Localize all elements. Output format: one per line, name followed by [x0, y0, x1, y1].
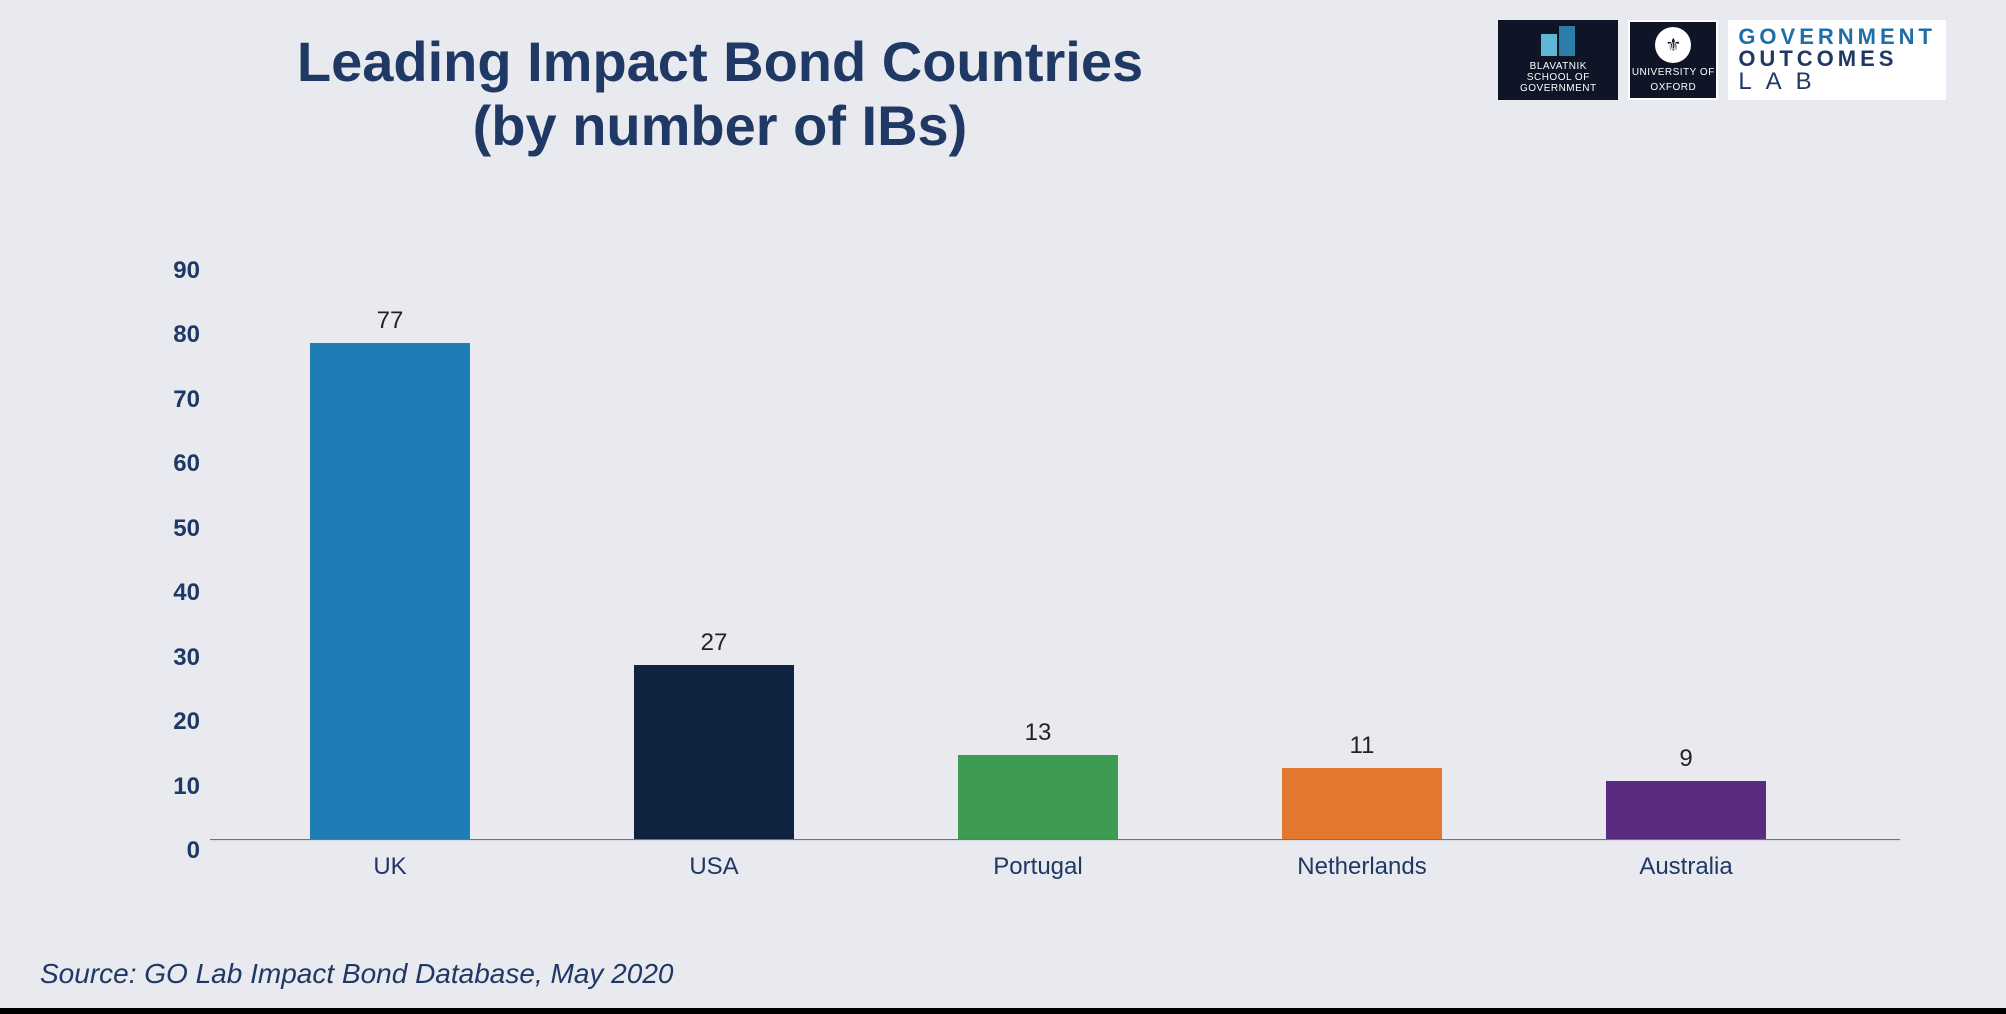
bar-value-label: 9 — [1586, 745, 1786, 773]
bar-value-label: 11 — [1262, 732, 1462, 760]
category-label: UK — [240, 853, 540, 881]
blavatnik-text-1: BLAVATNIK — [1530, 61, 1587, 72]
blavatnik-text-2: SCHOOL OF — [1527, 72, 1590, 83]
category-label: USA — [564, 853, 864, 881]
category-label: Portugal — [888, 853, 1188, 881]
axis-shadow — [210, 839, 1900, 842]
oxford-text-1: UNIVERSITY OF — [1632, 67, 1715, 78]
bar — [310, 343, 470, 839]
bar-value-label: 13 — [938, 719, 1138, 747]
category-label: Netherlands — [1212, 853, 1512, 881]
chart-title: Leading Impact Bond Countries (by number… — [220, 30, 1220, 159]
bar-value-label: 77 — [290, 307, 490, 335]
oxford-logo: ⚜ UNIVERSITY OF OXFORD — [1628, 20, 1718, 100]
y-tick-label: 50 — [140, 515, 200, 543]
gol-word-3: LAB — [1738, 70, 1936, 94]
y-tick-label: 10 — [140, 773, 200, 801]
bar — [1606, 781, 1766, 839]
bar — [1282, 768, 1442, 839]
category-label: Australia — [1536, 853, 1836, 881]
title-line-1: Leading Impact Bond Countries — [220, 30, 1220, 94]
blavatnik-logo: BLAVATNIK SCHOOL OF GOVERNMENT — [1498, 20, 1618, 100]
bar-value-label: 27 — [614, 629, 814, 657]
bar — [634, 665, 794, 839]
y-tick-label: 70 — [140, 386, 200, 414]
gol-word-1: GOVERNMENT — [1738, 26, 1936, 48]
plot-area: 010203040506070809077UK27USA13Portugal11… — [210, 260, 1900, 840]
logo-group: BLAVATNIK SCHOOL OF GOVERNMENT ⚜ UNIVERS… — [1498, 20, 1946, 100]
y-tick-label: 30 — [140, 644, 200, 672]
y-tick-label: 0 — [140, 837, 200, 865]
oxford-text-2: OXFORD — [1650, 82, 1696, 93]
title-line-2: (by number of IBs) — [220, 94, 1220, 158]
blavatnik-text-3: GOVERNMENT — [1520, 83, 1597, 94]
y-tick-label: 40 — [140, 579, 200, 607]
y-tick-label: 90 — [140, 257, 200, 285]
y-tick-label: 60 — [140, 450, 200, 478]
oxford-crest-icon: ⚜ — [1655, 27, 1691, 63]
y-tick-label: 80 — [140, 321, 200, 349]
bar — [958, 755, 1118, 839]
gol-word-2: OUTCOMES — [1738, 48, 1936, 70]
slide: Leading Impact Bond Countries (by number… — [0, 0, 2006, 1014]
blavatnik-bars-icon — [1541, 26, 1575, 56]
bar-chart: 0 10 20 30 40 50 60 70 80 90 77 UK 27 USA 13 Portugal 11… — [140, 260, 1900, 900]
source-caption: Source: GO Lab Impact Bond Database, May… — [40, 958, 673, 990]
y-tick-label: 20 — [140, 708, 200, 736]
go-lab-logo: GOVERNMENT OUTCOMES LAB — [1728, 20, 1946, 100]
